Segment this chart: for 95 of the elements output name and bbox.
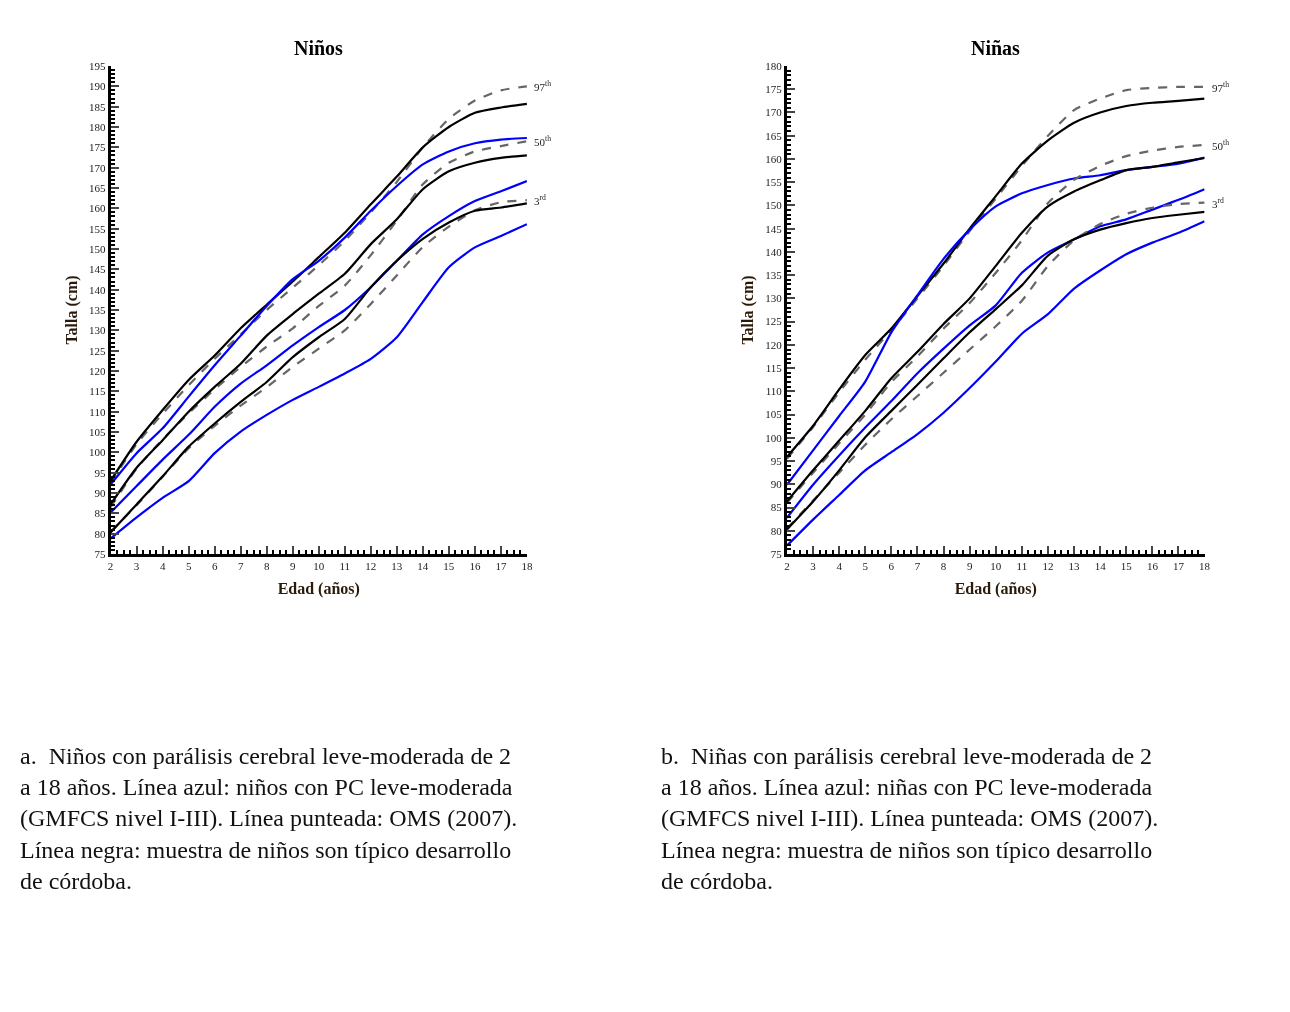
x-tick-label: 9 (966, 560, 973, 573)
x-tick-label: 15 (1120, 560, 1133, 573)
x-tick-label: 7 (914, 560, 921, 573)
y-tick-label: 80 (94, 527, 106, 540)
y-tick-label: 155 (88, 222, 106, 235)
y-tick-label: 160 (88, 202, 106, 215)
x-tick-label: 6 (211, 560, 218, 573)
x-axis-title: Edad (años) (954, 579, 1037, 598)
x-tick-label: 12 (1042, 560, 1054, 573)
chart-title: Niñas (971, 37, 1021, 59)
x-tick-label: 13 (1068, 560, 1081, 573)
x-tick-label: 13 (391, 560, 403, 573)
y-tick-label: 140 (88, 283, 106, 296)
y-tick-label: 90 (94, 486, 106, 499)
y-tick-label: 170 (765, 106, 783, 119)
y-tick-label: 85 (94, 507, 106, 520)
x-tick-label: 18 (1199, 560, 1211, 573)
x-tick-label: 15 (443, 560, 455, 573)
y-tick-label: 130 (88, 324, 106, 337)
y-tick-label: 135 (88, 303, 106, 316)
y-tick-label: 190 (88, 80, 106, 93)
x-axis-title: Edad (años) (277, 579, 360, 598)
x-tick-label: 4 (836, 560, 843, 573)
y-tick-label: 125 (765, 315, 783, 328)
y-tick-label: 75 (94, 547, 106, 560)
y-tick-label: 145 (765, 222, 783, 235)
x-tick-label: 16 (1146, 560, 1159, 573)
y-tick-label: 185 (88, 100, 106, 113)
y-tick-label: 125 (88, 344, 106, 357)
y-tick-label: 175 (765, 83, 783, 96)
x-tick-label: 9 (289, 560, 296, 573)
y-tick-label: 95 (770, 454, 783, 467)
x-tick-label: 8 (263, 560, 270, 573)
x-tick-label: 17 (1172, 560, 1185, 573)
x-tick-label: 2 (784, 560, 790, 573)
y-tick-label: 85 (770, 501, 783, 514)
x-tick-label: 14 (1094, 560, 1107, 573)
y-axis-title: Talla (cm) (62, 275, 81, 345)
y-tick-label: 165 (88, 181, 106, 194)
x-tick-label: 3 (133, 560, 140, 573)
x-tick-label: 12 (365, 560, 377, 573)
x-tick-label: 3 (810, 560, 817, 573)
x-tick-label: 17 (495, 560, 507, 573)
chart-title: Niños (294, 37, 344, 59)
y-tick-label: 100 (765, 431, 783, 444)
y-tick-label: 150 (88, 242, 106, 255)
y-tick-label: 110 (89, 405, 106, 418)
text: 97$^{th}$ (1212, 80, 1230, 94)
x-tick-label: 7 (237, 560, 244, 573)
y-tick-label: 140 (765, 245, 783, 258)
x-tick-label: 16 (469, 560, 481, 573)
y-tick-label: 155 (765, 176, 783, 189)
x-tick-label: 2 (107, 560, 114, 573)
y-tick-label: 135 (765, 268, 783, 281)
text: 50$^{th}$ (534, 134, 552, 148)
y-tick-label: 120 (88, 364, 106, 377)
x-tick-label: 4 (159, 560, 166, 573)
x-tick-label: 5 (862, 560, 869, 573)
x-tick-label: 5 (185, 560, 192, 573)
y-tick-label: 105 (765, 408, 783, 421)
x-tick-label: 11 (339, 560, 351, 573)
y-tick-label: 105 (88, 425, 106, 438)
y-tick-label: 95 (94, 466, 106, 479)
y-tick-label: 145 (88, 263, 106, 276)
y-tick-label: 130 (765, 292, 783, 305)
x-tick-label: 6 (888, 560, 895, 573)
text: 3$^{rd}$ (1212, 196, 1225, 210)
y-tick-label: 180 (88, 120, 106, 133)
y-tick-label: 110 (765, 385, 783, 398)
y-tick-label: 175 (88, 141, 106, 154)
y-tick-label: 150 (765, 199, 783, 212)
y-tick-label: 195 (88, 59, 106, 72)
y-tick-label: 75 (770, 547, 783, 560)
y-tick-label: 120 (765, 338, 783, 351)
text: b. Niñas con parálisis cerebral leve-moderada de 2 a 18 años. Línea azul: niñas con PC leve-moderada (GMFCS nivel I-III). Línea punteada: OMS (2007). Línea negra: muestra de niños son típico desarrollo de córdoba. (661, 743, 1159, 894)
y-tick-label: 90 (770, 478, 783, 491)
x-tick-label: 10 (990, 560, 1002, 573)
y-axis-title: Talla (cm) (739, 275, 758, 345)
x-tick-label: 14 (417, 560, 429, 573)
text: 50$^{th}$ (1212, 138, 1230, 152)
y-tick-label: 180 (765, 59, 783, 72)
x-tick-label: 18 (521, 560, 533, 573)
y-tick-label: 160 (765, 152, 783, 165)
x-tick-label: 11 (1016, 560, 1028, 573)
text: 97$^{th}$ (534, 79, 552, 93)
text: 3$^{rd}$ (534, 193, 547, 207)
y-tick-label: 170 (88, 161, 106, 174)
y-tick-label: 115 (89, 385, 106, 398)
x-tick-label: 8 (940, 560, 947, 573)
y-tick-label: 80 (770, 524, 783, 537)
y-tick-label: 165 (765, 129, 783, 142)
y-tick-label: 115 (765, 361, 783, 374)
y-tick-label: 100 (88, 446, 106, 459)
x-tick-label: 10 (313, 560, 325, 573)
text: a. Niños con parálisis cerebral leve-moderada de 2 a 18 años. Línea azul: niños con PC leve-moderada (GMFCS nivel I-III). Línea punteada: OMS (2007). Línea negra: muestra de niños son típico desarrollo de córdoba. (20, 743, 518, 894)
